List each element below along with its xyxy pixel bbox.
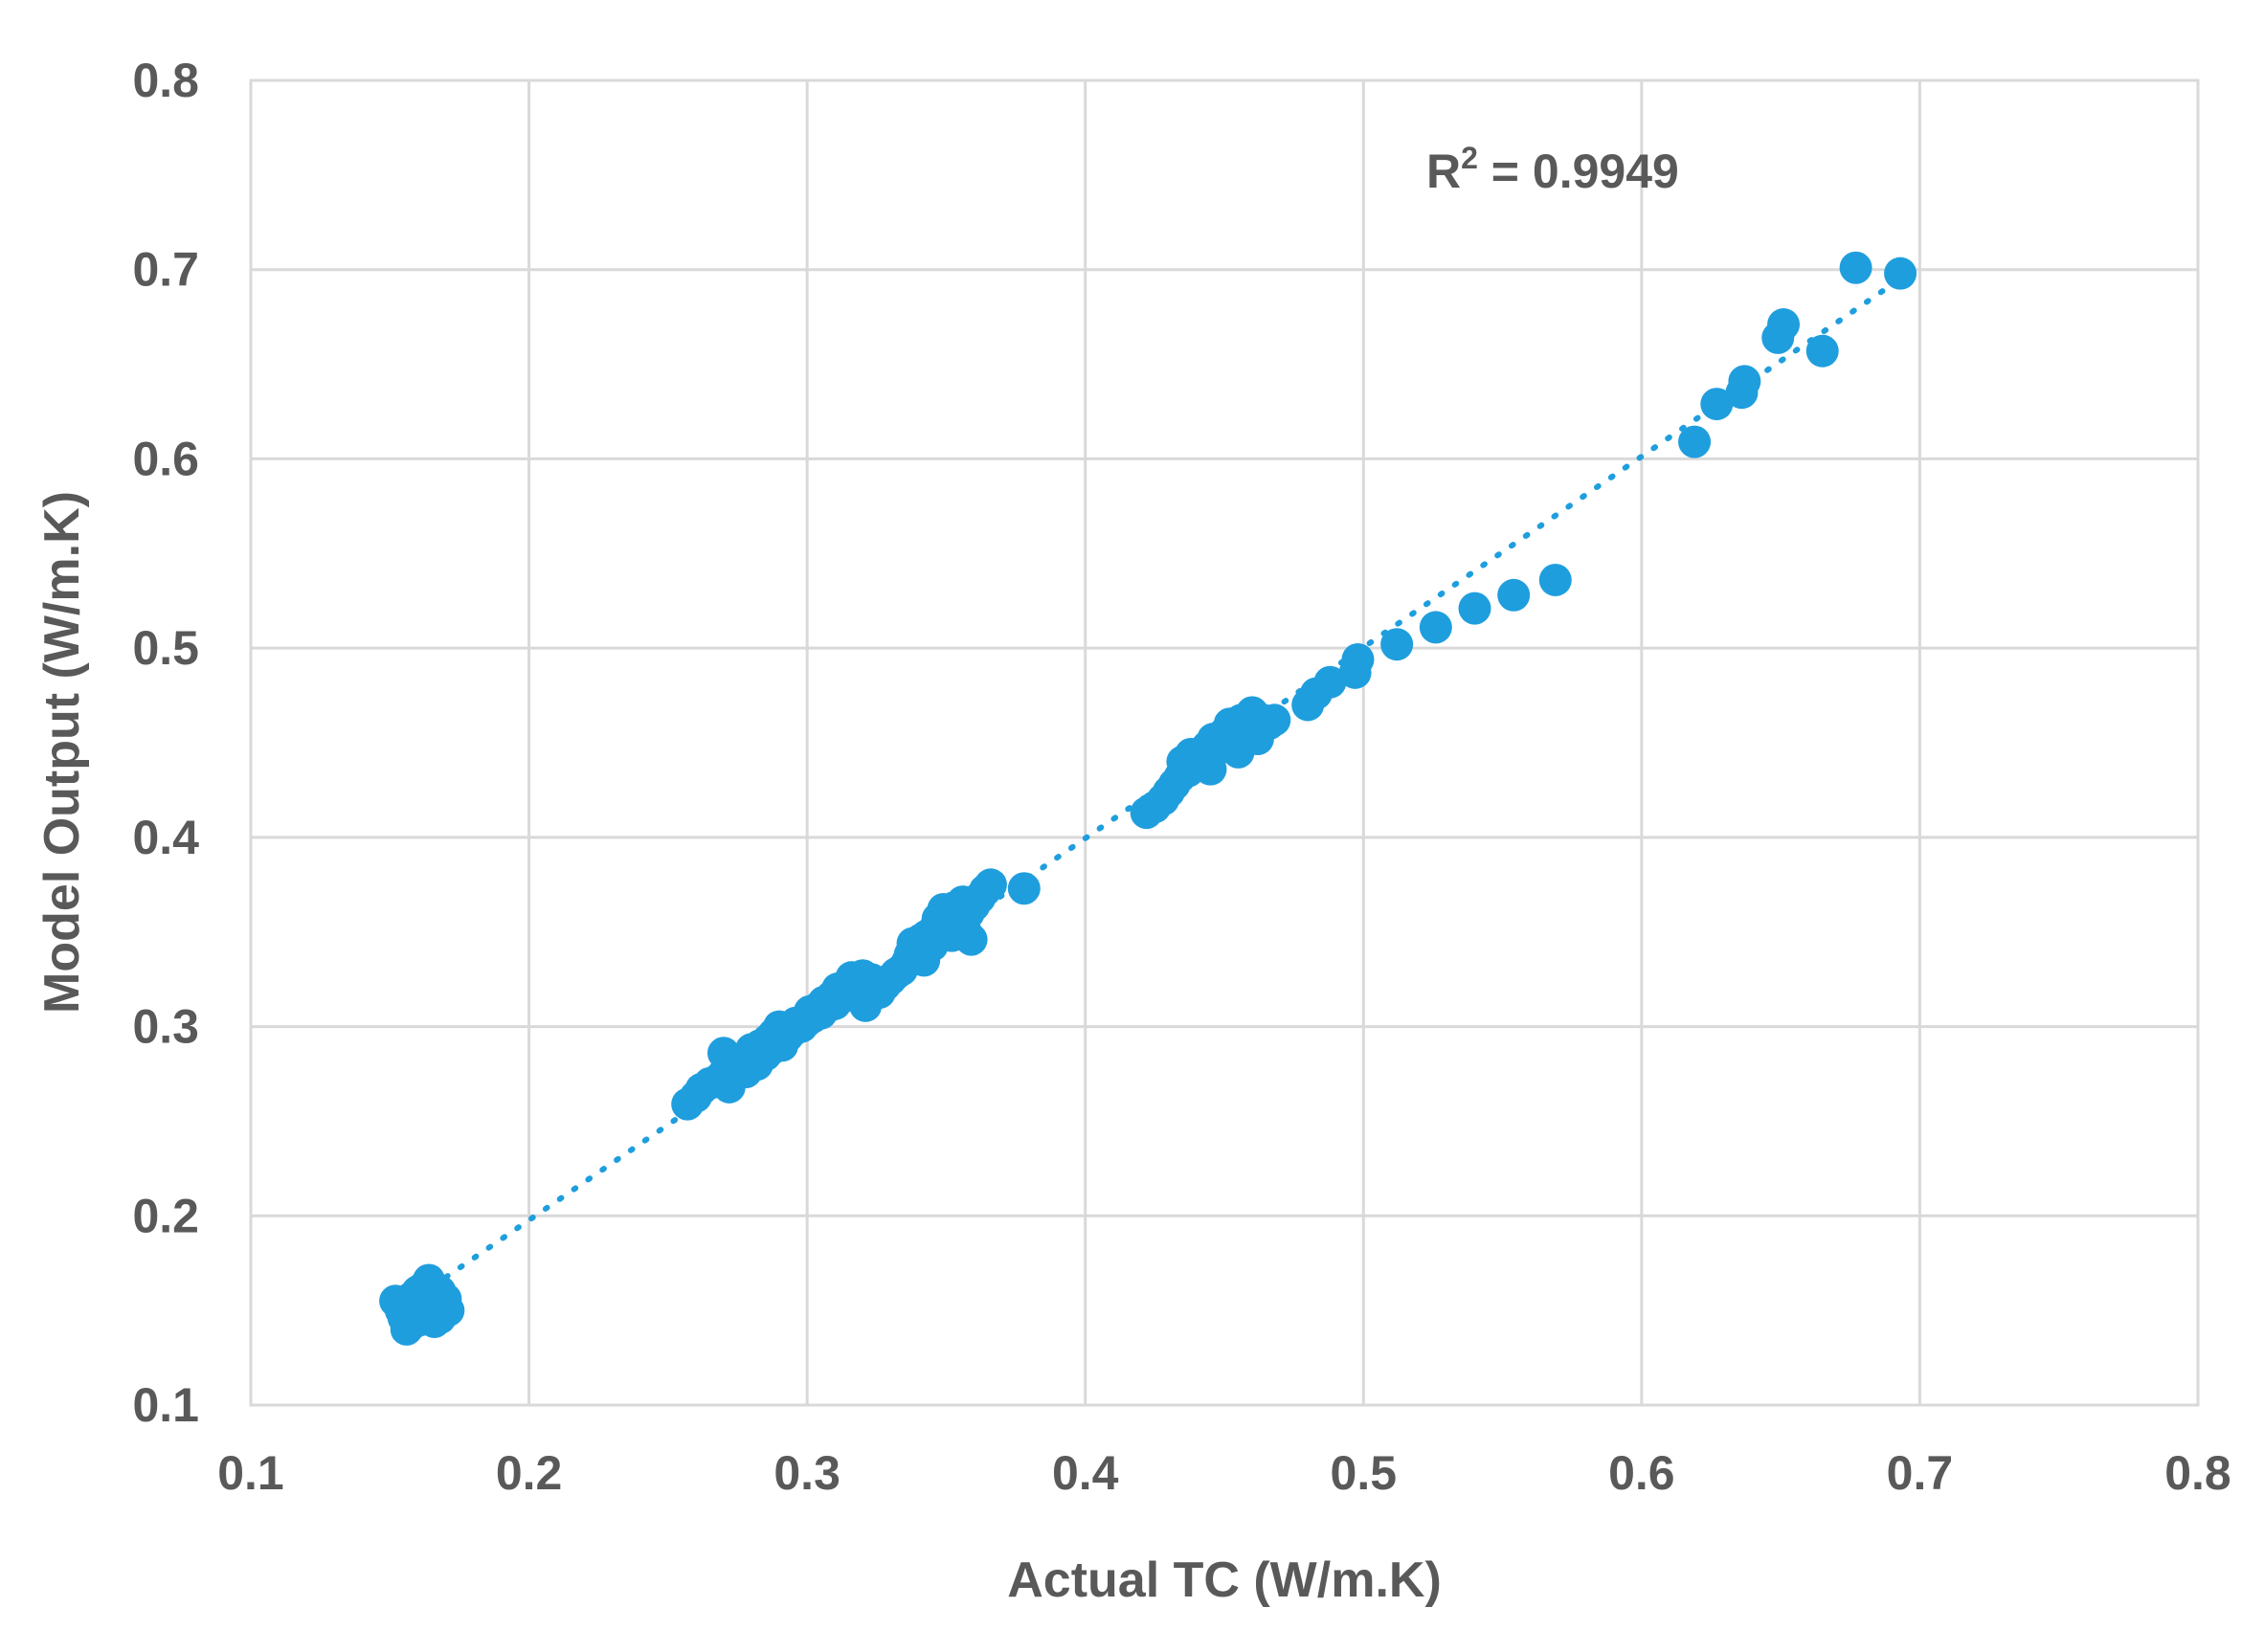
r-squared-superscript: 2 [1461,141,1478,175]
y-tick-label: 0.1 [132,1378,199,1432]
x-tick-label: 0.5 [1331,1446,1398,1500]
r-squared-value: = 0.9949 [1478,145,1679,198]
data-point [1419,611,1452,644]
data-point [1380,628,1414,661]
data-point [1700,388,1734,421]
data-point [1341,643,1375,677]
y-tick-label: 0.3 [132,1000,199,1054]
y-axis-tick-labels: 0.1 0.2 0.3 0.4 0.5 0.6 0.7 0.8 [132,54,199,1432]
y-axis-title: Model Output (W/m.K) [34,491,90,1014]
data-point [1258,703,1291,737]
x-tick-label: 0.1 [217,1446,284,1500]
y-tick-label: 0.8 [132,54,199,107]
r-squared-annotation: R2 = 0.9949 [1426,141,1679,198]
data-point [417,1306,451,1339]
data-point [1497,578,1531,612]
plot-area-border [249,78,2200,1407]
data-point [974,868,1007,902]
data-point [1767,308,1801,342]
y-tick-label: 0.7 [132,243,199,297]
data-point [1839,251,1872,284]
x-axis-title: Actual TC (W/m.K) [1007,1552,1442,1608]
x-tick-label: 0.3 [773,1446,841,1500]
y-tick-label: 0.6 [132,432,199,485]
data-point [1884,257,1917,290]
r-squared-prefix: R [1426,145,1461,198]
x-tick-label: 0.6 [1608,1446,1675,1500]
y-tick-label: 0.5 [132,621,199,675]
data-point [1538,563,1572,596]
data-point [954,923,988,956]
x-tick-label: 0.7 [1887,1446,1954,1500]
data-points [379,251,1917,1346]
data-point [1007,872,1041,905]
y-tick-label: 0.4 [132,811,199,864]
data-point [1458,592,1491,625]
data-point [1678,425,1712,458]
data-point [1728,365,1761,398]
x-tick-label: 0.2 [496,1446,563,1500]
x-tick-label: 0.8 [2164,1446,2231,1500]
data-point [1805,334,1839,368]
grid-lines [249,78,2200,1407]
data-point [1313,665,1347,699]
y-tick-label: 0.2 [132,1189,199,1242]
x-tick-label: 0.4 [1052,1446,1119,1500]
x-axis-tick-labels: 0.1 0.2 0.3 0.4 0.5 0.6 0.7 0.8 [217,1446,2231,1500]
